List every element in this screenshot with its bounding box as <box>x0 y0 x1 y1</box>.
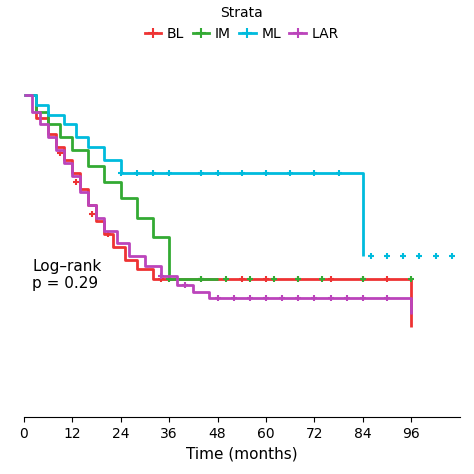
Text: Log–rank
p = 0.29: Log–rank p = 0.29 <box>32 259 101 291</box>
X-axis label: Time (months): Time (months) <box>186 447 298 461</box>
Legend: BL, IM, ML, LAR: BL, IM, ML, LAR <box>139 0 345 46</box>
